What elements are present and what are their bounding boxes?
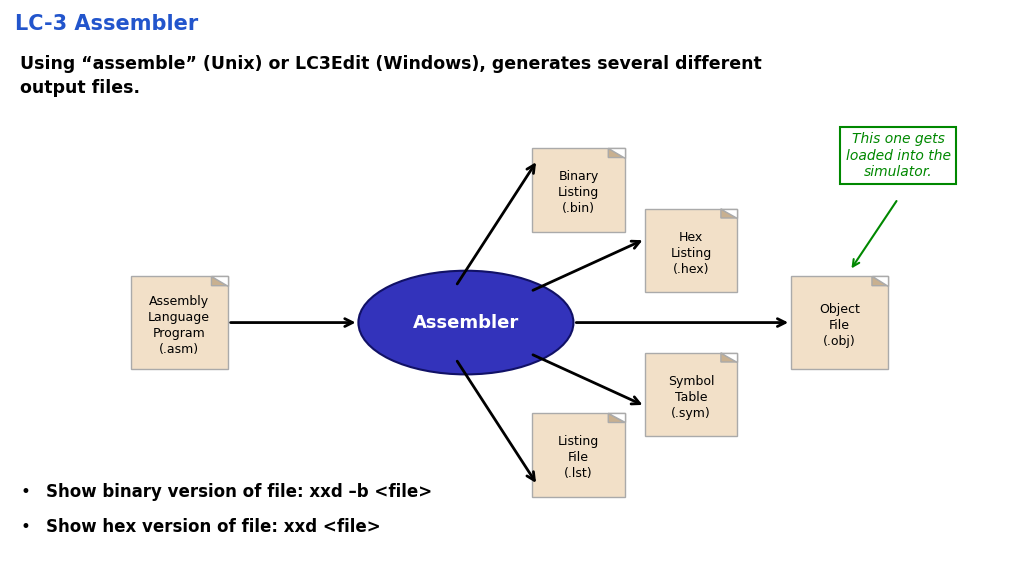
Text: LC-3 Assembler: LC-3 Assembler xyxy=(15,14,199,35)
Polygon shape xyxy=(721,353,737,362)
Text: Symbol
Table
(.sym): Symbol Table (.sym) xyxy=(668,375,715,420)
Text: •: • xyxy=(20,483,31,502)
Polygon shape xyxy=(211,276,227,286)
Text: Using “assemble” (Unix) or LC3Edit (Windows), generates several different
output: Using “assemble” (Unix) or LC3Edit (Wind… xyxy=(20,55,762,97)
Polygon shape xyxy=(608,149,625,158)
FancyBboxPatch shape xyxy=(645,353,737,437)
Text: Hex
Listing
(.hex): Hex Listing (.hex) xyxy=(671,231,712,276)
FancyBboxPatch shape xyxy=(791,276,888,369)
Text: Binary
Listing
(.bin): Binary Listing (.bin) xyxy=(558,170,599,215)
FancyBboxPatch shape xyxy=(645,209,737,293)
Text: •: • xyxy=(20,518,31,536)
Text: Show binary version of file: xxd –b <file>: Show binary version of file: xxd –b <fil… xyxy=(46,483,432,502)
Text: Show hex version of file: xxd <file>: Show hex version of file: xxd <file> xyxy=(46,518,381,536)
Text: This one gets
loaded into the
simulator.: This one gets loaded into the simulator. xyxy=(846,132,950,179)
Text: Object
File
(.obj): Object File (.obj) xyxy=(819,303,860,348)
Polygon shape xyxy=(211,276,227,286)
Text: Listing
File
(.lst): Listing File (.lst) xyxy=(558,435,599,480)
Polygon shape xyxy=(608,414,625,423)
FancyBboxPatch shape xyxy=(532,414,625,497)
FancyBboxPatch shape xyxy=(532,149,625,232)
Polygon shape xyxy=(608,414,625,423)
Polygon shape xyxy=(871,276,888,286)
Polygon shape xyxy=(721,209,737,218)
Ellipse shape xyxy=(358,271,573,374)
Text: Assembly
Language
Program
(.asm): Assembly Language Program (.asm) xyxy=(148,295,210,356)
Polygon shape xyxy=(721,209,737,218)
Text: Assembler: Assembler xyxy=(413,313,519,332)
Polygon shape xyxy=(871,276,888,286)
FancyBboxPatch shape xyxy=(131,276,227,369)
Polygon shape xyxy=(721,353,737,362)
Polygon shape xyxy=(608,149,625,158)
